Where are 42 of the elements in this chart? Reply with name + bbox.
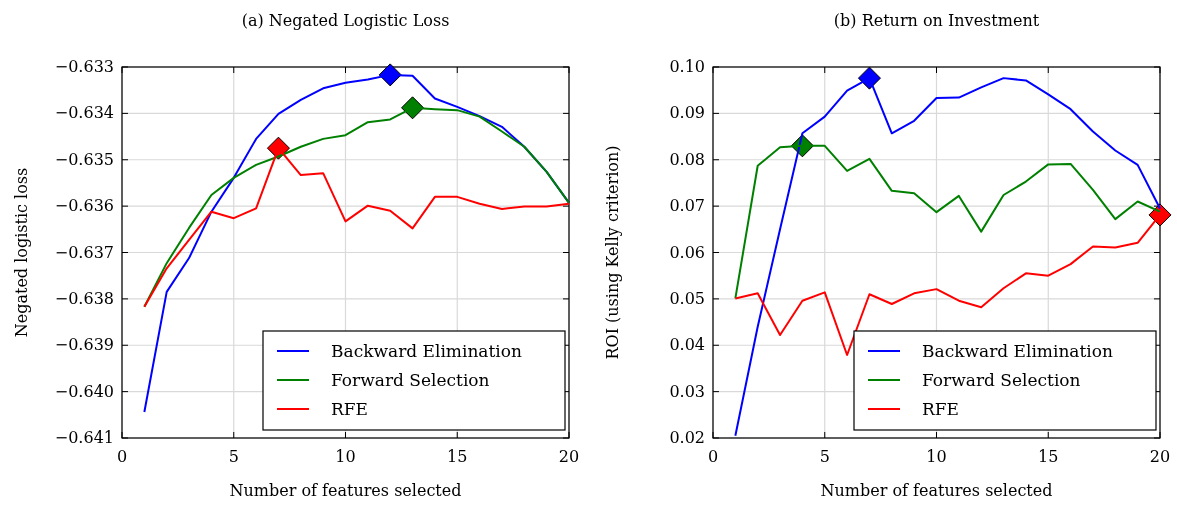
y-tick-label: 0.02 bbox=[669, 428, 705, 447]
y-tick-label: −0.637 bbox=[54, 242, 114, 262]
chart-title: (b) Return on Investment bbox=[833, 11, 1040, 30]
y-tick-label: 0.03 bbox=[669, 381, 705, 401]
x-tick-label: 5 bbox=[819, 447, 830, 466]
y-axis-title: ROI (using Kelly criterion) bbox=[603, 145, 622, 360]
x-tick-label: 10 bbox=[926, 447, 947, 466]
y-tick-label: 0.10 bbox=[669, 57, 705, 76]
y-axis-title: Negated logistic loss bbox=[12, 167, 31, 338]
y-tick-label: −0.635 bbox=[54, 149, 114, 169]
y-tick-label: −0.638 bbox=[54, 288, 114, 308]
legend-label: Backward Elimination bbox=[331, 341, 522, 361]
point bbox=[401, 96, 425, 120]
x-tick-label: 5 bbox=[228, 447, 239, 466]
y-tick-label: 0.07 bbox=[669, 196, 705, 216]
y-tick-label: 0.05 bbox=[669, 288, 705, 308]
legend-label: Forward Selection bbox=[331, 370, 490, 390]
point bbox=[857, 66, 881, 90]
x-axis-title: Number of features selected bbox=[229, 481, 462, 500]
x-tick-label: 15 bbox=[1038, 447, 1059, 466]
legend-label: Forward Selection bbox=[922, 370, 1081, 390]
x-tick-label: 0 bbox=[116, 447, 128, 466]
y-tick-label: −0.636 bbox=[54, 196, 114, 216]
y-tick-label: −0.641 bbox=[54, 428, 114, 447]
y-tick-label: 0.06 bbox=[669, 242, 705, 262]
x-tick-label: 10 bbox=[335, 447, 356, 466]
x-tick-label: 0 bbox=[707, 447, 719, 466]
y-tick-label: −0.639 bbox=[54, 335, 114, 355]
x-tick-label: 20 bbox=[558, 447, 580, 466]
chart-title: (a) Negated Logistic Loss bbox=[241, 11, 450, 30]
y-tick-label: 0.04 bbox=[669, 335, 705, 355]
legend-label: RFE bbox=[922, 399, 960, 419]
legend-label: RFE bbox=[331, 399, 369, 419]
x-axis-title: Number of features selected bbox=[820, 481, 1053, 500]
y-tick-label: 0.08 bbox=[669, 149, 705, 169]
y-tick-label: −0.634 bbox=[54, 103, 114, 123]
legend-label: Backward Elimination bbox=[922, 341, 1113, 361]
y-tick-label: −0.633 bbox=[54, 57, 114, 76]
x-tick-label: 20 bbox=[1149, 447, 1171, 466]
x-tick-label: 15 bbox=[447, 447, 468, 466]
y-tick-label: −0.640 bbox=[54, 381, 114, 401]
y-tick-label: 0.09 bbox=[669, 103, 705, 123]
